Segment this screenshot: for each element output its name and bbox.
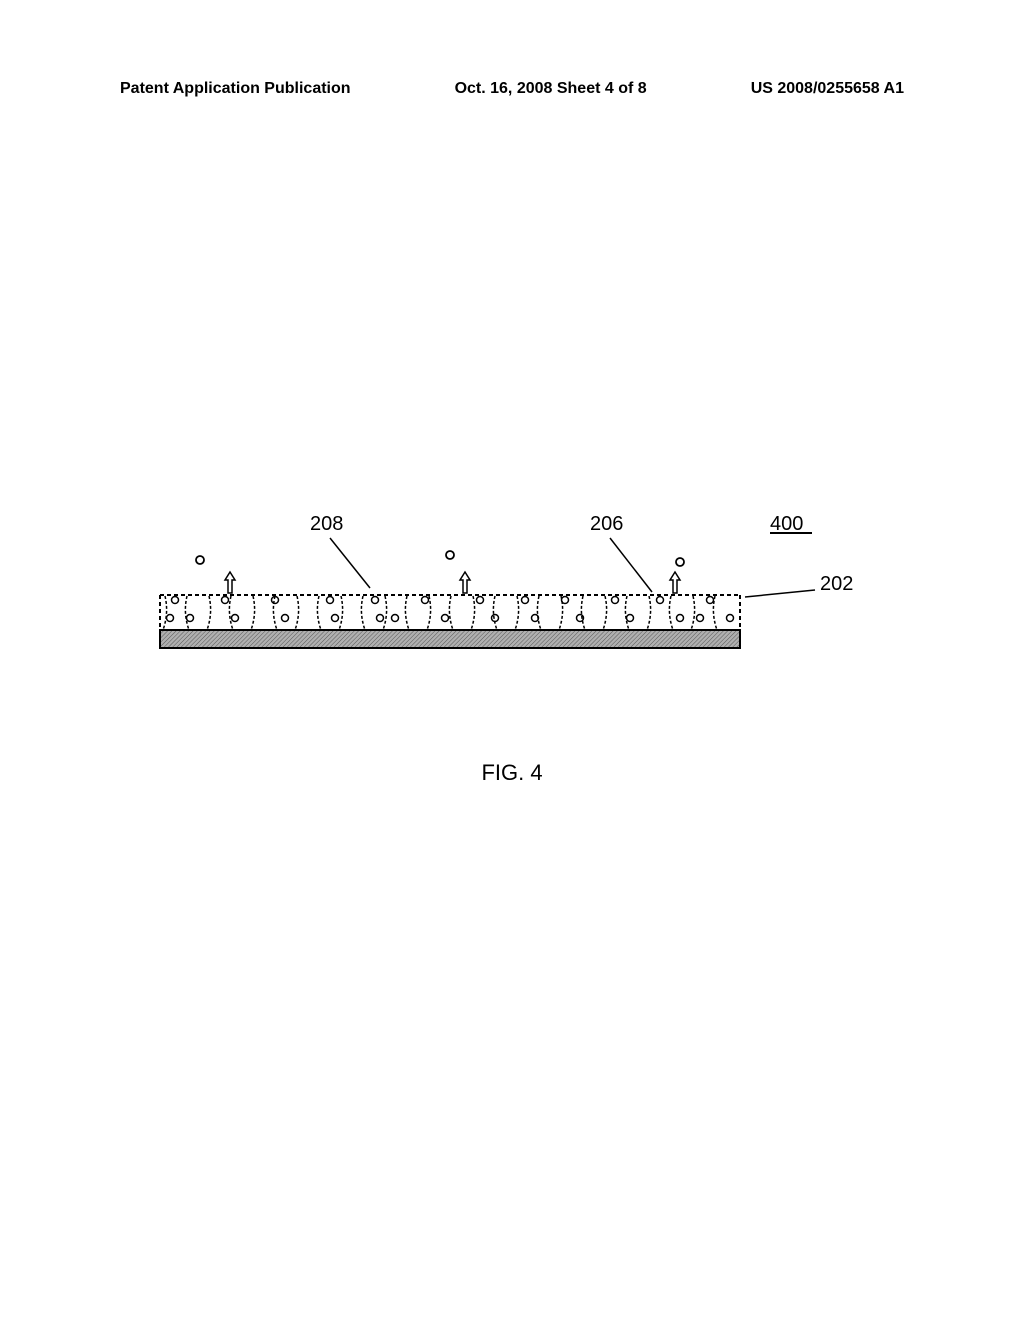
drug-particle <box>477 597 484 604</box>
drug-particle <box>222 597 229 604</box>
drug-particle <box>232 615 239 622</box>
polymer-strand <box>207 596 211 630</box>
header-center: Oct. 16, 2008 Sheet 4 of 8 <box>455 80 647 98</box>
ref-208-leader <box>330 538 370 588</box>
polymer-strand <box>471 596 475 630</box>
drug-particle <box>282 615 289 622</box>
polymer-strand <box>581 596 585 630</box>
released-particle <box>196 556 204 564</box>
polymer-strand <box>229 596 233 630</box>
drug-particle <box>627 615 634 622</box>
polymer-strand <box>317 596 321 630</box>
drug-particle <box>327 597 334 604</box>
drug-particle <box>422 597 429 604</box>
ref-206: 206 <box>590 513 623 535</box>
drug-particle <box>612 597 619 604</box>
polymer-strand <box>163 596 167 630</box>
drug-particle <box>332 615 339 622</box>
polymer-strand <box>405 596 409 630</box>
polymer-strand <box>603 596 607 630</box>
figure-4: 208 206 400 202 <box>120 500 880 780</box>
polymer-strand <box>185 596 189 630</box>
drug-particle <box>562 597 569 604</box>
polymer-strand <box>625 596 629 630</box>
drug-particle <box>187 615 194 622</box>
ref-202-leader <box>745 590 815 597</box>
drug-particle <box>377 615 384 622</box>
ref-208: 208 <box>310 513 343 535</box>
polymer-strand <box>537 596 541 630</box>
release-arrow-icon <box>670 572 680 593</box>
polymer-strand <box>339 596 343 630</box>
drug-particle <box>167 615 174 622</box>
drug-particle <box>372 597 379 604</box>
polymer-strand <box>383 596 387 630</box>
released-particle <box>446 551 454 559</box>
drug-particle <box>727 615 734 622</box>
polymer-strand <box>691 596 695 630</box>
polymer-strand <box>493 596 497 630</box>
polymer-strand <box>361 596 365 630</box>
drug-particle <box>522 597 529 604</box>
figure-svg: 208 206 400 202 <box>120 500 880 700</box>
polymer-strand <box>647 596 651 630</box>
drug-particle <box>677 615 684 622</box>
drug-particle <box>392 615 399 622</box>
released-particle <box>676 558 684 566</box>
drug-particle <box>172 597 179 604</box>
figure-caption: FIG. 4 <box>0 760 1024 786</box>
ref-202: 202 <box>820 573 853 595</box>
header-right: US 2008/0255658 A1 <box>751 80 904 98</box>
drug-particle <box>442 615 449 622</box>
polymer-strand <box>449 596 453 630</box>
polymer-strand <box>273 596 277 630</box>
polymer-strand <box>295 596 299 630</box>
polymer-strand <box>515 596 519 630</box>
drug-particle <box>657 597 664 604</box>
drug-particle <box>697 615 704 622</box>
ref-206-leader <box>610 538 652 592</box>
polymer-strand <box>669 596 673 630</box>
release-arrow-icon <box>225 572 235 593</box>
ref-400: 400 <box>770 513 803 535</box>
drug-particle <box>492 615 499 622</box>
polymer-strand <box>251 596 255 630</box>
release-arrow-icon <box>460 572 470 593</box>
page-header: Patent Application Publication Oct. 16, … <box>0 80 1024 98</box>
drug-particle <box>707 597 714 604</box>
header-left: Patent Application Publication <box>120 80 351 98</box>
substrate-layer <box>160 630 740 648</box>
